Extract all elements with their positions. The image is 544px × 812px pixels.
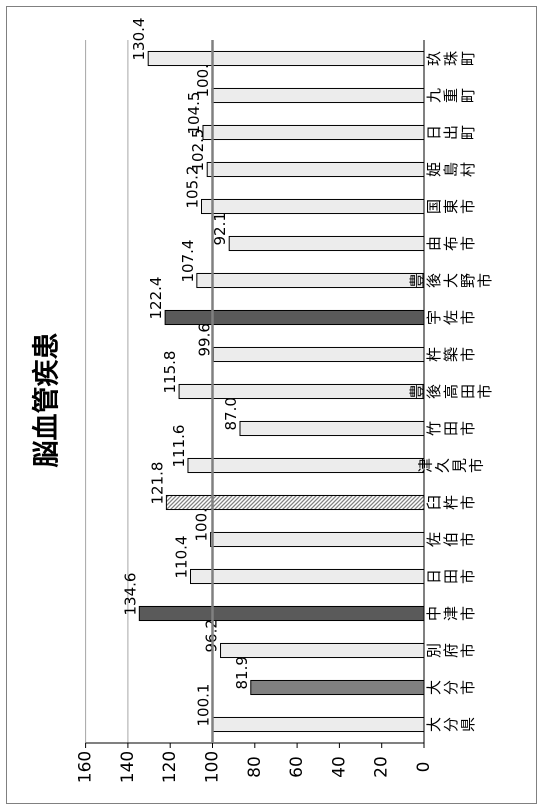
category-text-7: 臼杵市	[425, 495, 477, 510]
category-label-17: 日出町	[425, 125, 477, 140]
category-text-11: 杵築市	[425, 347, 477, 362]
category-label-9: 竹田市	[425, 421, 477, 436]
category-text-1: 大分県	[425, 717, 477, 732]
category-label-12: 宇佐市	[425, 310, 477, 325]
value-label-13: 107.4	[179, 240, 197, 283]
value-label-15: 105.2	[184, 166, 202, 209]
bar-6	[210, 531, 425, 548]
category-text-13: 豊後大野市	[408, 273, 494, 288]
category-label-7: 臼杵市	[425, 495, 477, 510]
bar-9	[239, 420, 425, 437]
bar-8	[187, 457, 425, 474]
category-label-13: 豊後大野市	[408, 273, 494, 288]
category-label-3: 別府市	[425, 643, 477, 658]
tick-label-140: 140	[118, 751, 138, 783]
tick-label-120: 120	[160, 751, 180, 783]
category-text-12: 宇佐市	[425, 310, 477, 325]
category-label-14: 由布市	[425, 236, 477, 251]
bar-13	[196, 272, 425, 289]
category-label-19: 玖珠町	[425, 51, 477, 66]
category-label-16: 姫島村	[425, 162, 477, 177]
value-label-7: 121.8	[148, 462, 166, 505]
bar-19	[147, 50, 425, 67]
category-label-4: 中津市	[425, 606, 477, 621]
bar-5	[190, 568, 425, 585]
category-text-2: 大分市	[425, 680, 477, 695]
value-label-17: 104.5	[185, 92, 203, 135]
category-text-6: 佐伯市	[425, 532, 477, 547]
category-label-5: 日田市	[425, 569, 477, 584]
category-text-9: 竹田市	[425, 421, 477, 436]
value-label-9: 87.0	[222, 397, 240, 430]
category-text-8: 津久見市	[417, 458, 486, 473]
category-label-18: 九重町	[425, 88, 477, 103]
value-label-10: 115.8	[161, 351, 179, 394]
bar-11	[212, 346, 425, 363]
category-text-17: 日出町	[425, 125, 477, 140]
category-text-4: 中津市	[425, 606, 477, 621]
bar-18	[211, 87, 425, 104]
value-label-12: 122.4	[147, 277, 165, 320]
tick-label-0: 0	[414, 762, 434, 773]
bar-1	[211, 716, 425, 733]
category-text-3: 別府市	[425, 643, 477, 658]
bar-4	[138, 605, 425, 622]
tick-label-80: 80	[245, 756, 265, 778]
tick-label-60: 60	[287, 756, 307, 778]
bar-3	[220, 642, 425, 659]
value-label-14: 92.1	[211, 212, 229, 245]
category-label-6: 佐伯市	[425, 532, 477, 547]
value-label-8: 111.6	[170, 425, 188, 468]
bar-14	[228, 235, 425, 252]
value-label-1: 100.1	[194, 684, 212, 727]
tick-label-160: 160	[76, 751, 96, 783]
value-label-5: 110.4	[173, 536, 191, 579]
chart-title: 脳血管疾患	[31, 333, 63, 469]
bar-15	[201, 198, 425, 215]
category-text-18: 九重町	[425, 88, 477, 103]
value-label-11: 99.6	[195, 323, 213, 356]
category-text-14: 由布市	[425, 236, 477, 251]
category-label-15: 国東市	[425, 199, 477, 214]
category-text-15: 国東市	[425, 199, 477, 214]
category-label-10: 豊後高田市	[408, 384, 494, 399]
bar-17	[202, 124, 425, 141]
bar-10	[178, 383, 425, 400]
bar-12	[164, 309, 425, 326]
bar-7	[165, 494, 425, 511]
category-label-11: 杵築市	[425, 347, 477, 362]
tick-label-20: 20	[372, 756, 392, 778]
category-text-16: 姫島村	[425, 162, 477, 177]
category-text-10: 豊後高田市	[408, 384, 494, 399]
category-label-2: 大分市	[425, 680, 477, 695]
value-label-19: 130.4	[130, 18, 148, 61]
tick-label-100: 100	[203, 751, 223, 783]
category-label-1: 大分県	[425, 717, 477, 732]
value-label-2: 81.9	[233, 656, 251, 689]
category-label-8: 津久見市	[417, 458, 486, 473]
category-text-19: 玖珠町	[425, 51, 477, 66]
category-text-5: 日田市	[425, 569, 477, 584]
bar-16	[206, 161, 425, 178]
tick-label-40: 40	[329, 756, 349, 778]
bar-2	[250, 679, 425, 696]
value-label-4: 134.6	[121, 573, 139, 616]
